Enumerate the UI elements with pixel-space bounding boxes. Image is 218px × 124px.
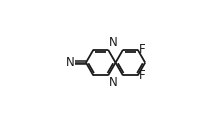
Text: F: F [138,43,145,56]
Text: N: N [109,36,118,49]
Text: N: N [66,56,75,69]
Text: N: N [109,76,118,89]
Text: F: F [138,69,145,82]
